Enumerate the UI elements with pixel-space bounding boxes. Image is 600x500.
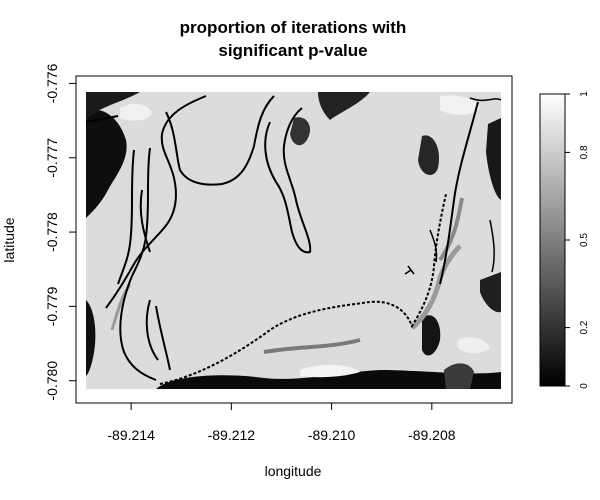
colorbar-tick-label: 0.8 xyxy=(579,145,590,159)
colorbar-ticks: 0 0.2 0.5 0.8 1 xyxy=(565,91,590,389)
x-tick-label: -89.210 xyxy=(308,427,356,443)
heatmap-light-region xyxy=(120,103,152,121)
y-tick-label: -0.776 xyxy=(44,63,60,103)
colorbar-tick-label: 0.5 xyxy=(579,233,590,247)
heatmap-contour xyxy=(86,115,119,123)
colorbar-tick-label: 0 xyxy=(579,383,590,389)
heatmap-mid-band xyxy=(263,338,361,354)
y-tick-label: -0.780 xyxy=(44,361,60,401)
heatmap-contour xyxy=(139,189,151,253)
heatmap-mid-band xyxy=(438,197,464,262)
chart-title-line-2: significant p-value xyxy=(218,41,367,60)
x-axis-label: longitude xyxy=(265,463,322,479)
heatmap-contour xyxy=(404,265,415,275)
x-tick-label: -89.214 xyxy=(107,427,155,443)
heatmap-dark-region xyxy=(86,300,96,376)
heatmap-light-region xyxy=(458,337,490,354)
heatmap-contour xyxy=(105,95,207,309)
y-axis-label: latitude xyxy=(1,217,17,262)
heatmap-dark-region xyxy=(86,109,127,218)
y-tick-label: -0.779 xyxy=(44,286,60,326)
heatmap-contour xyxy=(159,193,447,385)
x-axis: -89.214 -89.212 -89.210 -89.208 xyxy=(107,403,456,443)
heatmap-contour xyxy=(119,275,157,381)
heatmap-contour xyxy=(489,219,495,273)
colorbar-gradient xyxy=(539,93,566,387)
heatmap-dark-region xyxy=(418,135,440,175)
colorbar: 0 0.2 0.5 0.8 1 xyxy=(539,91,590,389)
heatmap-light-region xyxy=(300,364,360,378)
heatmap-contour xyxy=(155,305,171,371)
y-tick-label: -0.777 xyxy=(44,138,60,178)
heatmap-light-region xyxy=(440,95,480,115)
heatmap-dark-region xyxy=(422,315,441,356)
heatmap-dark-region xyxy=(156,370,501,389)
heatmap-contour xyxy=(145,299,159,361)
chart-title-line-1: proportion of iterations with xyxy=(180,18,407,37)
colorbar-tick-label: 1 xyxy=(579,91,590,97)
heatmap-dark-region xyxy=(486,118,501,200)
heatmap-dark-region xyxy=(86,92,140,120)
heatmap-contour xyxy=(117,149,135,285)
heatmap-contour xyxy=(264,107,312,254)
heatmap-mid-band xyxy=(410,244,462,330)
x-tick-label: -89.208 xyxy=(408,427,456,443)
y-axis: -0.776 -0.777 -0.778 -0.779 -0.780 xyxy=(44,63,76,401)
heatmap-contour xyxy=(439,101,479,285)
plot-frame xyxy=(75,75,513,404)
heatmap-contour xyxy=(429,229,438,263)
colorbar-tick-label: 0.2 xyxy=(579,320,590,334)
heatmap-dark-region xyxy=(480,272,501,313)
heatmap-dark-region xyxy=(444,363,474,389)
y-tick-label: -0.778 xyxy=(44,212,60,252)
heatmap-dark-region xyxy=(318,92,370,120)
heatmap-contour xyxy=(165,95,275,186)
heatmap-dark-region xyxy=(290,117,311,146)
heatmap-raster xyxy=(86,92,501,389)
heatmap-contour xyxy=(469,97,501,102)
x-tick-label: -89.212 xyxy=(208,427,256,443)
